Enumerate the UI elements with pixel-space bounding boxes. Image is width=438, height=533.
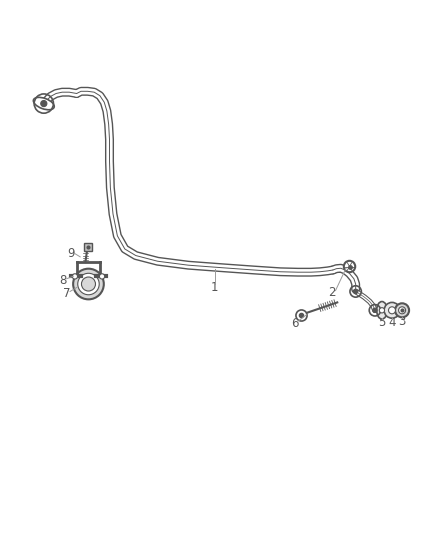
Circle shape bbox=[399, 307, 406, 314]
Circle shape bbox=[353, 289, 358, 294]
Circle shape bbox=[99, 274, 105, 279]
Text: 2: 2 bbox=[328, 286, 336, 300]
Circle shape bbox=[344, 261, 355, 272]
Text: 6: 6 bbox=[291, 317, 299, 330]
Text: 8: 8 bbox=[60, 274, 67, 287]
Text: 1: 1 bbox=[211, 281, 219, 294]
Circle shape bbox=[373, 308, 377, 312]
Circle shape bbox=[384, 302, 400, 318]
Text: 7: 7 bbox=[63, 287, 71, 300]
Text: 3: 3 bbox=[399, 315, 406, 328]
Text: 9: 9 bbox=[67, 247, 75, 260]
Circle shape bbox=[41, 101, 47, 107]
Text: 5: 5 bbox=[378, 316, 385, 329]
Circle shape bbox=[395, 303, 409, 317]
Circle shape bbox=[72, 274, 78, 279]
Ellipse shape bbox=[33, 98, 54, 110]
Circle shape bbox=[379, 308, 385, 313]
Circle shape bbox=[78, 273, 99, 295]
Circle shape bbox=[81, 277, 95, 291]
Circle shape bbox=[389, 307, 396, 314]
Text: 4: 4 bbox=[388, 316, 396, 329]
Ellipse shape bbox=[377, 302, 387, 319]
Circle shape bbox=[73, 269, 104, 300]
